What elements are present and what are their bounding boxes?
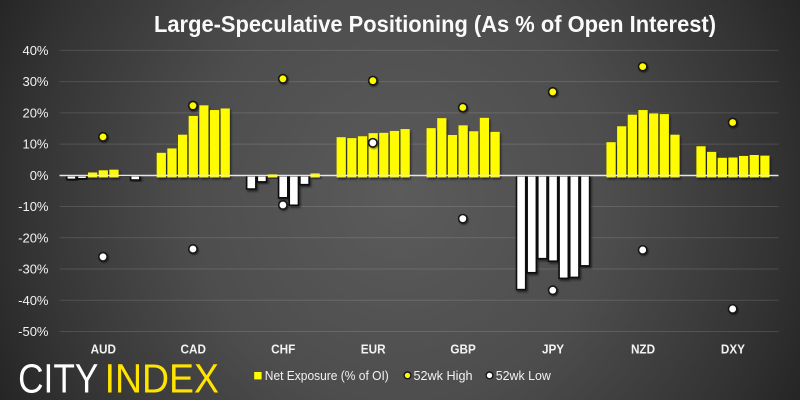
svg-text:AUD: AUD — [91, 341, 117, 356]
svg-text:52wk Low: 52wk Low — [496, 368, 552, 383]
svg-text:Large-Speculative Positioning: Large-Speculative Positioning (As % of O… — [154, 11, 716, 37]
svg-text:JPY: JPY — [542, 341, 564, 356]
svg-text:-40%: -40% — [18, 293, 49, 308]
svg-text:-20%: -20% — [18, 230, 49, 245]
svg-text:DXY: DXY — [721, 341, 745, 356]
svg-text:CAD: CAD — [181, 341, 207, 356]
svg-text:0%: 0% — [30, 168, 49, 183]
svg-text:-50%: -50% — [18, 324, 49, 339]
svg-text:NZD: NZD — [631, 341, 655, 356]
svg-text:10%: 10% — [22, 137, 48, 152]
svg-text:GBP: GBP — [450, 341, 476, 356]
svg-text:EUR: EUR — [361, 341, 386, 356]
svg-text:INDEX: INDEX — [105, 355, 219, 400]
svg-text:-30%: -30% — [18, 262, 49, 277]
svg-text:52wk High: 52wk High — [414, 368, 473, 383]
svg-text:-10%: -10% — [18, 199, 49, 214]
svg-text:40%: 40% — [22, 43, 48, 58]
svg-text:30%: 30% — [22, 74, 48, 89]
svg-text:CITY: CITY — [18, 355, 98, 400]
svg-text:CHF: CHF — [271, 341, 295, 356]
svg-text:20%: 20% — [22, 105, 48, 120]
svg-text:Net Exposure (% of OI): Net Exposure (% of OI) — [265, 368, 389, 383]
